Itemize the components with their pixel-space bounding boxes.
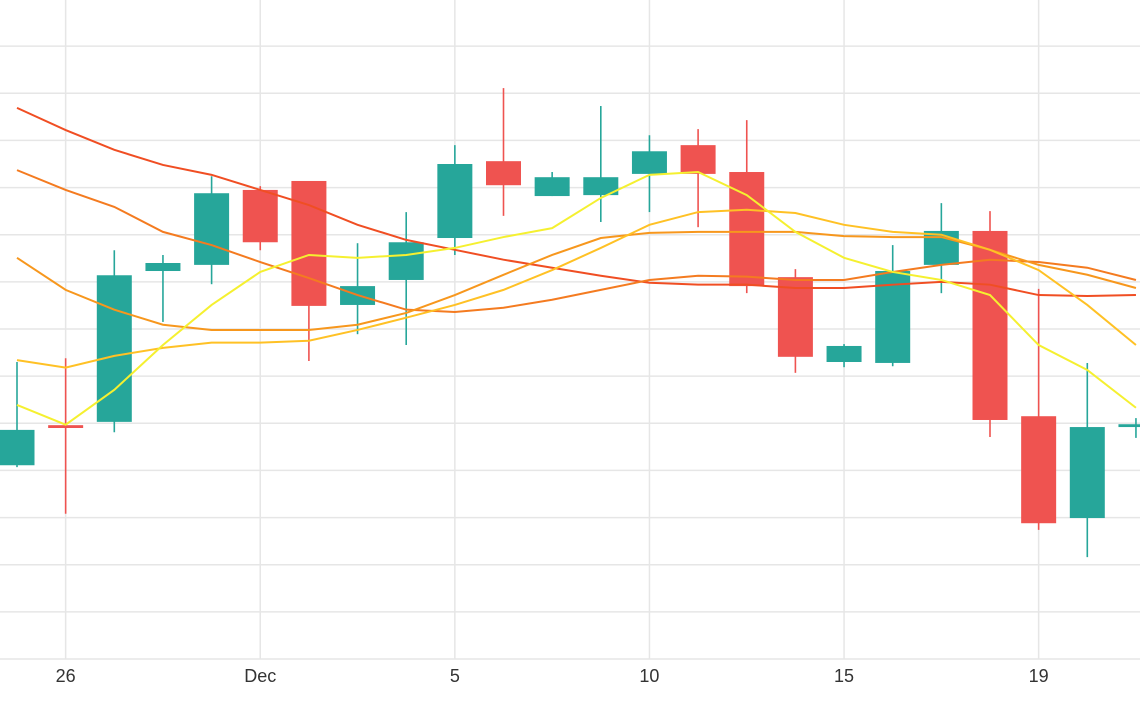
candle-body bbox=[486, 161, 521, 186]
candle-body bbox=[1021, 416, 1057, 524]
candle-body bbox=[680, 145, 716, 174]
candle-body bbox=[48, 425, 84, 428]
candle-body bbox=[291, 180, 327, 306]
candle-body bbox=[145, 263, 181, 272]
candle-body bbox=[194, 193, 230, 265]
moving-average-line bbox=[16, 106, 1136, 298]
candle-body bbox=[972, 230, 1008, 420]
candle-body bbox=[631, 151, 667, 174]
candle-body bbox=[534, 177, 570, 197]
x-tick-label: 5 bbox=[450, 666, 460, 686]
moving-average-line bbox=[16, 171, 1137, 426]
candle-body bbox=[1069, 427, 1105, 519]
candle-body bbox=[729, 172, 765, 287]
candle-body bbox=[923, 230, 959, 265]
candle-body bbox=[1118, 424, 1140, 428]
x-tick-label: 19 bbox=[1029, 666, 1049, 686]
moving-average-line bbox=[16, 208, 1137, 369]
candle-body bbox=[826, 345, 862, 362]
x-tick-label: 15 bbox=[834, 666, 854, 686]
moving-average-line bbox=[16, 230, 1137, 331]
candle-body bbox=[777, 277, 813, 357]
candle-body bbox=[437, 164, 473, 239]
candle-body bbox=[96, 275, 132, 422]
candle-body bbox=[583, 177, 619, 196]
x-tick-label: 10 bbox=[639, 666, 659, 686]
moving-average-line bbox=[16, 169, 1137, 314]
x-tick-label: Dec bbox=[244, 666, 276, 686]
candle-body bbox=[0, 429, 35, 466]
candle-body bbox=[242, 189, 278, 243]
candle-body bbox=[388, 242, 424, 280]
x-tick-label: 26 bbox=[56, 666, 76, 686]
